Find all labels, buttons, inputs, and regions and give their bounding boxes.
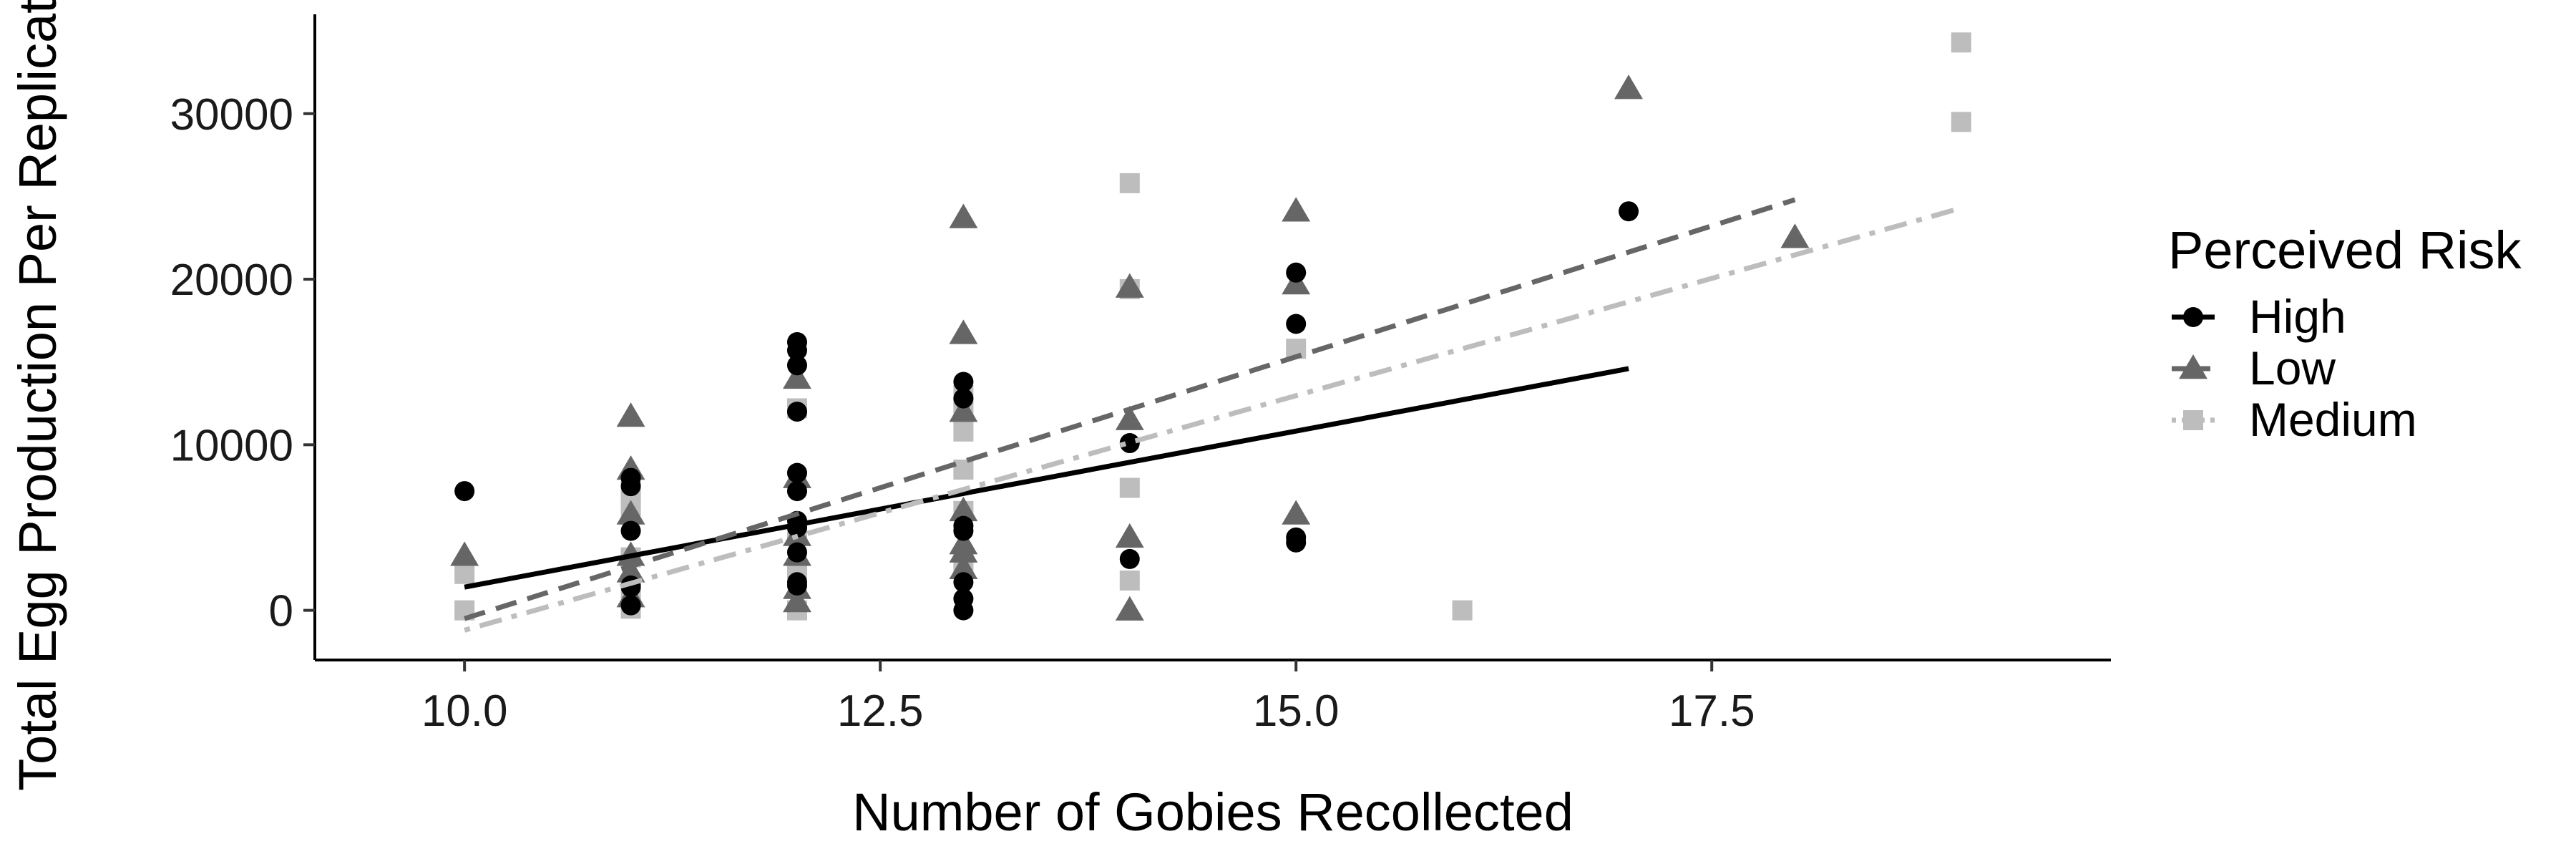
data-point-high <box>786 542 807 563</box>
data-point-high <box>1119 433 1140 454</box>
data-point-low <box>1115 273 1144 298</box>
data-point-low <box>1780 223 1810 248</box>
axes: 10.0 12.5 15.0 17.5 0 10000 20000 30000 <box>170 14 2111 736</box>
y-tick-label: 0 <box>269 587 293 636</box>
legend-item-low: Low <box>2172 341 2336 394</box>
data-point-low <box>783 364 811 389</box>
data-point-medium <box>1951 112 1971 132</box>
data-point-high <box>786 481 807 502</box>
legend-title: Perceived Risk <box>2168 220 2522 280</box>
data-point-low <box>1115 596 1144 621</box>
data-point-high <box>1286 262 1307 283</box>
data-point-medium <box>1119 173 1140 193</box>
data-point-high <box>620 476 641 497</box>
data-point-low <box>949 203 978 228</box>
x-tick-label: 17.5 <box>1669 686 1755 736</box>
data-point-high <box>953 600 974 621</box>
data-point-low <box>616 558 645 583</box>
legend-label-low: Low <box>2249 341 2336 394</box>
data-point-high <box>620 520 641 541</box>
legend-label-medium: Medium <box>2249 393 2417 446</box>
data-point-high <box>786 355 807 376</box>
data-point-high <box>454 481 475 502</box>
data-point-low <box>1282 197 1311 222</box>
legend-item-high: High <box>2172 290 2346 343</box>
fit-line-medium <box>464 205 1962 633</box>
data-point-low <box>949 496 978 522</box>
data-point-high <box>1286 532 1307 553</box>
data-point-low <box>450 541 479 566</box>
data-point-low <box>949 397 978 422</box>
data-point-low <box>949 538 978 563</box>
data-point-high <box>1119 548 1140 569</box>
legend-label-high: High <box>2249 290 2346 343</box>
y-axis-title: Total Egg Production Per Replicate <box>8 0 67 791</box>
data-point-medium <box>1951 32 1971 53</box>
y-tick-label: 20000 <box>170 256 293 305</box>
series-medium-points <box>454 32 1971 621</box>
x-axis-ticks: 10.0 12.5 15.0 17.5 <box>421 660 1755 736</box>
fit-line-low <box>464 197 1796 621</box>
data-point-high <box>953 572 974 593</box>
data-point-low <box>949 554 978 580</box>
x-tick-label: 10.0 <box>421 686 508 736</box>
data-points <box>450 32 1971 621</box>
legend-marker-high <box>2183 307 2203 327</box>
data-point-low <box>949 319 978 344</box>
data-point-high <box>620 595 641 616</box>
y-axis-ticks: 0 10000 20000 30000 <box>170 90 315 636</box>
data-point-medium <box>953 421 974 442</box>
x-axis-title: Number of Gobies Recollected <box>852 782 1574 842</box>
data-point-low <box>1115 523 1144 548</box>
data-point-high <box>1619 201 1639 222</box>
data-point-low <box>1282 500 1311 525</box>
y-tick-label: 10000 <box>170 421 293 470</box>
data-point-high <box>953 388 974 409</box>
data-point-high <box>1286 314 1307 334</box>
x-tick-label: 12.5 <box>837 686 924 736</box>
legend-marker-low <box>2179 354 2207 379</box>
fit-line-high <box>464 366 1629 590</box>
data-point-high <box>786 575 807 596</box>
data-point-medium <box>1119 570 1140 591</box>
data-point-low <box>616 500 645 525</box>
y-tick-label: 30000 <box>170 90 293 140</box>
fit-lines <box>464 197 1962 633</box>
data-point-high <box>786 340 807 361</box>
series-low-points <box>450 74 1810 621</box>
legend-item-medium: Medium <box>2172 393 2417 446</box>
legend-marker-medium <box>2183 410 2203 430</box>
data-point-low <box>616 402 645 427</box>
data-point-medium <box>1119 477 1140 498</box>
data-point-low <box>1115 405 1144 430</box>
data-point-medium <box>454 563 475 584</box>
data-point-low <box>1614 74 1643 100</box>
data-point-medium <box>1452 600 1473 621</box>
x-tick-label: 15.0 <box>1253 686 1340 736</box>
data-point-low <box>783 588 811 613</box>
data-point-high <box>786 462 807 483</box>
data-point-high <box>786 402 807 422</box>
data-point-medium <box>953 460 974 480</box>
data-point-high <box>953 520 974 541</box>
data-point-high <box>953 372 974 392</box>
